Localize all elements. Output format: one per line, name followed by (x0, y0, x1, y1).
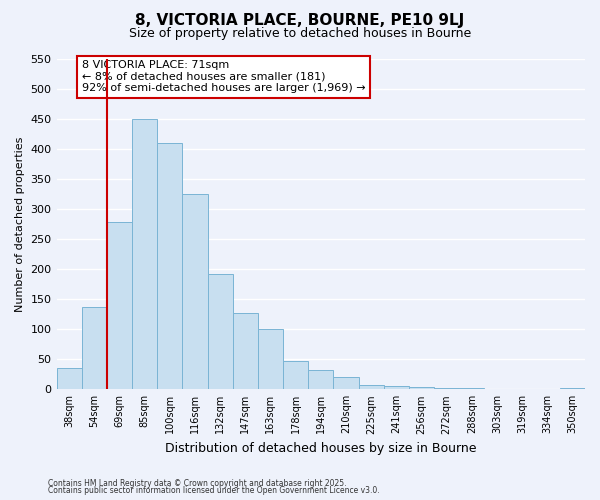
Bar (334, 378, 359, 390)
Text: Contains HM Land Registry data © Crown copyright and database right 2025.: Contains HM Land Registry data © Crown c… (48, 478, 347, 488)
Bar (560, 388, 585, 390)
Text: 8 VICTORIA PLACE: 71sqm
← 8% of detached houses are smaller (181)
92% of semi-de: 8 VICTORIA PLACE: 71sqm ← 8% of detached… (82, 60, 365, 94)
Bar (82, 307, 107, 390)
Bar (484, 388, 509, 390)
Text: Contains public sector information licensed under the Open Government Licence v3: Contains public sector information licen… (48, 486, 380, 495)
Bar (383, 386, 409, 390)
Bar (56, 368, 82, 390)
Bar (107, 222, 132, 390)
Bar (459, 388, 484, 390)
Bar (208, 274, 233, 390)
Bar (434, 388, 459, 390)
Text: 8, VICTORIA PLACE, BOURNE, PE10 9LJ: 8, VICTORIA PLACE, BOURNE, PE10 9LJ (136, 12, 464, 28)
Bar (509, 388, 535, 390)
Bar (182, 194, 208, 390)
Bar (308, 370, 334, 390)
Bar (233, 313, 258, 390)
Bar (409, 387, 434, 390)
Bar (359, 385, 383, 390)
Bar (535, 388, 560, 390)
X-axis label: Distribution of detached houses by size in Bourne: Distribution of detached houses by size … (165, 442, 476, 455)
Bar (157, 143, 182, 390)
Bar (283, 361, 308, 390)
Y-axis label: Number of detached properties: Number of detached properties (15, 136, 25, 312)
Bar (258, 330, 283, 390)
Bar (132, 119, 157, 390)
Text: Size of property relative to detached houses in Bourne: Size of property relative to detached ho… (129, 28, 471, 40)
